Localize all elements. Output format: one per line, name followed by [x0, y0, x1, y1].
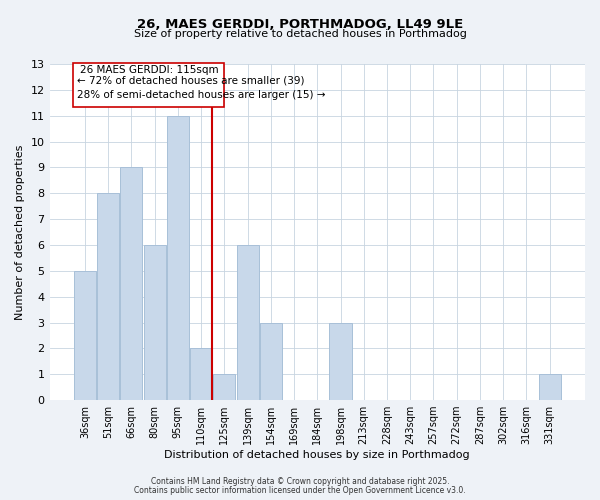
Text: ← 72% of detached houses are smaller (39): ← 72% of detached houses are smaller (39… — [77, 76, 304, 86]
X-axis label: Distribution of detached houses by size in Porthmadog: Distribution of detached houses by size … — [164, 450, 470, 460]
Bar — [143, 245, 166, 400]
Text: Size of property relative to detached houses in Porthmadog: Size of property relative to detached ho… — [134, 29, 466, 39]
Text: 26 MAES GERDDI: 115sqm: 26 MAES GERDDI: 115sqm — [80, 66, 218, 76]
Text: 28% of semi-detached houses are larger (15) →: 28% of semi-detached houses are larger (… — [77, 90, 325, 100]
Bar — [97, 194, 119, 400]
Bar — [539, 374, 560, 400]
Bar — [167, 116, 189, 400]
Text: Contains HM Land Registry data © Crown copyright and database right 2025.: Contains HM Land Registry data © Crown c… — [151, 478, 449, 486]
FancyBboxPatch shape — [73, 62, 224, 106]
Bar — [236, 245, 259, 400]
Bar — [121, 168, 142, 400]
Y-axis label: Number of detached properties: Number of detached properties — [15, 144, 25, 320]
Bar — [260, 322, 282, 400]
Text: Contains public sector information licensed under the Open Government Licence v3: Contains public sector information licen… — [134, 486, 466, 495]
Bar — [329, 322, 352, 400]
Bar — [74, 271, 96, 400]
Bar — [190, 348, 212, 400]
Bar — [213, 374, 235, 400]
Text: 26, MAES GERDDI, PORTHMADOG, LL49 9LE: 26, MAES GERDDI, PORTHMADOG, LL49 9LE — [137, 18, 463, 30]
